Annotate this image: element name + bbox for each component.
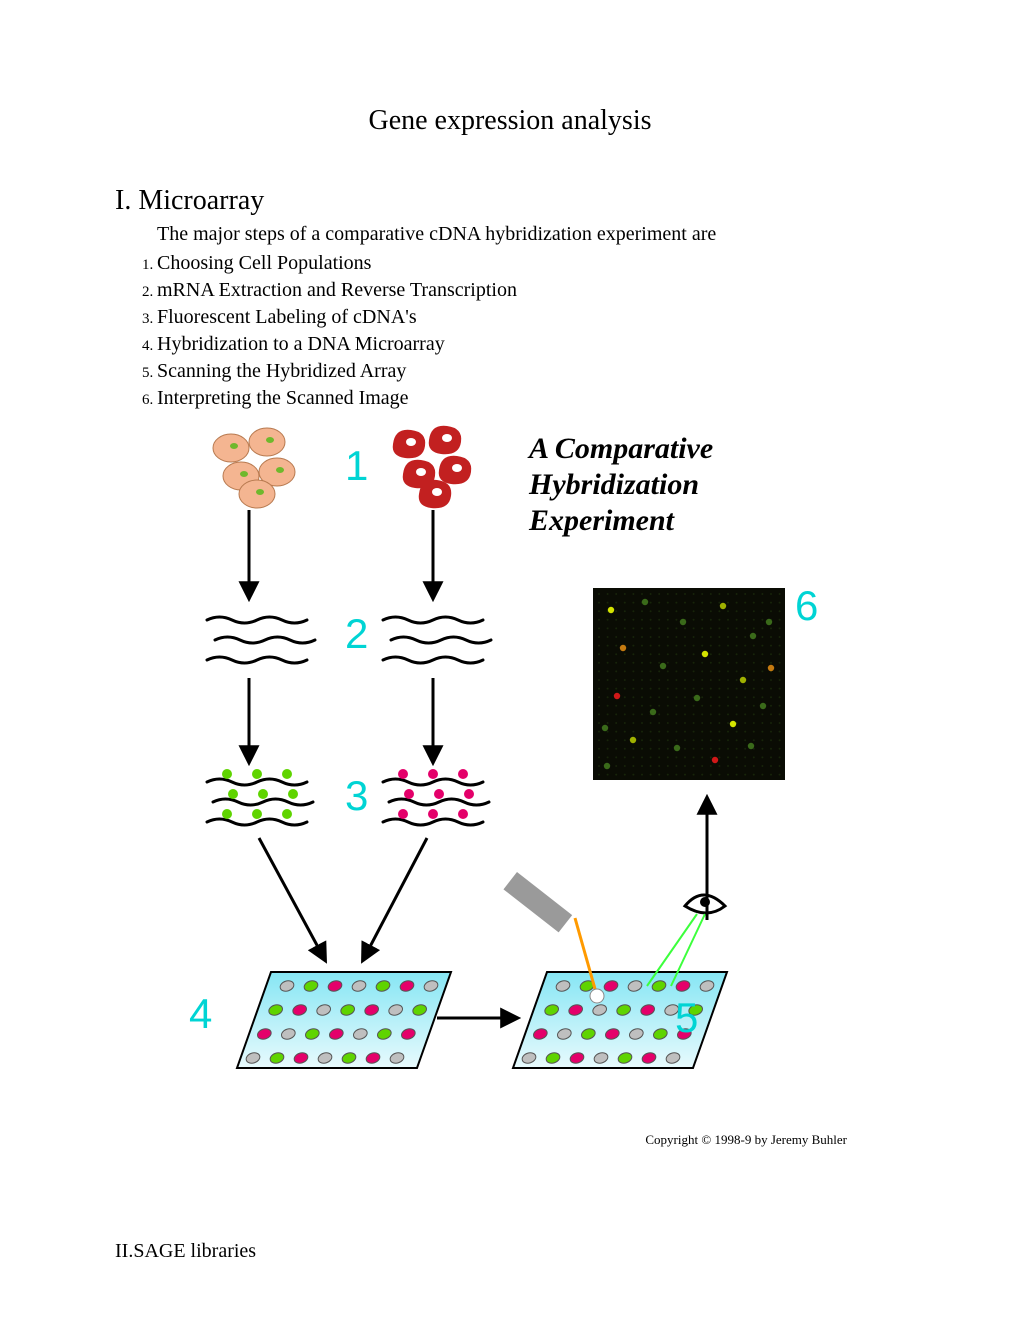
svg-text:A Comparative: A Comparative [527, 432, 713, 465]
svg-text:Experiment: Experiment [528, 504, 676, 537]
step-item: Scanning the Hybridized Array [157, 360, 905, 383]
svg-text:5: 5 [675, 994, 698, 1041]
page-title: Gene expression analysis [115, 105, 905, 137]
svg-text:4: 4 [189, 990, 212, 1037]
step-item: Interpreting the Scanned Image [157, 387, 905, 410]
diagram-svg: 1 2 3 4 5 6 A ComparativeHybridizationExperime… [177, 420, 847, 1150]
section-sage-heading: II.SAGE libraries [115, 1240, 905, 1263]
svg-text:6: 6 [795, 582, 818, 629]
step-item: mRNA Extraction and Reverse Transcriptio… [157, 279, 905, 302]
step-item: Choosing Cell Populations [157, 252, 905, 275]
svg-text:Copyright © 1998-9 by Jeremy B: Copyright © 1998-9 by Jeremy Buhler [645, 1132, 847, 1147]
svg-text:Hybridization: Hybridization [528, 468, 699, 501]
step-item: Hybridization to a DNA Microarray [157, 333, 905, 356]
svg-text:1: 1 [345, 442, 368, 489]
steps-list: Choosing Cell Populations mRNA Extractio… [139, 252, 905, 410]
hybridization-diagram: 1 2 3 4 5 6 A ComparativeHybridizationExperime… [177, 420, 905, 1150]
step-item: Fluorescent Labeling of cDNA's [157, 306, 905, 329]
svg-text:3: 3 [345, 772, 368, 819]
svg-text:2: 2 [345, 610, 368, 657]
section-intro: The major steps of a comparative cDNA hy… [157, 223, 905, 246]
section-microarray-heading: I. Microarray [115, 185, 905, 217]
